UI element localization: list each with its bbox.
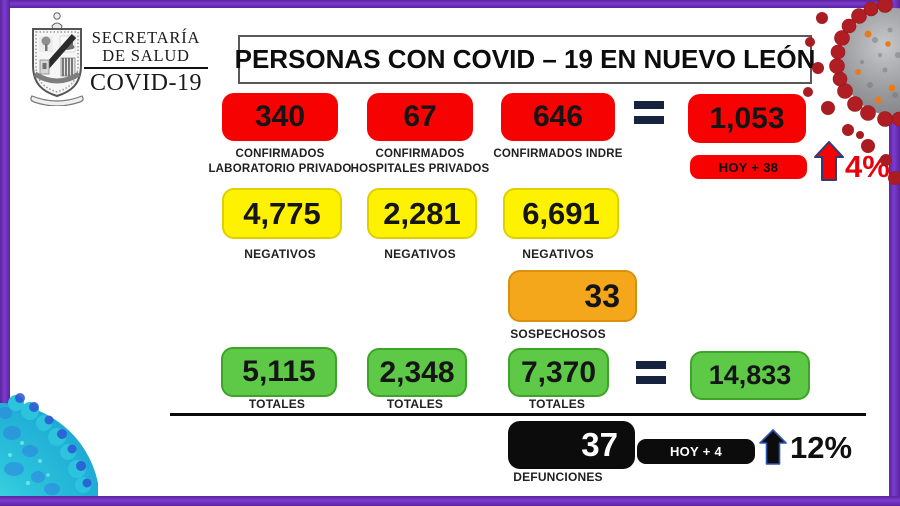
totales-hospitales-value: 2,348 — [367, 348, 467, 397]
coronavirus-image — [803, 0, 900, 185]
confirmados-hospitales-label: CONFIRMADOS HOSPITALES PRIVADOS — [350, 148, 490, 175]
negativos-label-3: NEGATIVOS — [522, 247, 594, 261]
negativos-label-2: NEGATIVOS — [384, 247, 456, 261]
confirmados-indre-label: CONFIRMADOS INDRE — [493, 148, 623, 160]
totales-total-value: 14,833 — [690, 351, 810, 400]
defunciones-label: DEFUNCIONES — [513, 470, 603, 484]
health-ministry-wordmark: SECRETARÍA DE SALUD COVID-19 — [84, 28, 208, 97]
confirmados-hospitales-value: 67 — [367, 93, 473, 141]
defunciones-today-pill: HOY + 4 — [637, 439, 755, 464]
up-arrow-red-icon — [814, 141, 844, 181]
horizontal-rule — [170, 413, 866, 416]
nuevo-leon-coat-of-arms — [30, 12, 84, 106]
logo-divider — [84, 66, 208, 70]
negativos-indre-value: 6,691 — [503, 188, 619, 239]
totales-indre-value: 7,370 — [508, 348, 609, 397]
totales-label-1: TOTALES — [248, 397, 306, 411]
up-arrow-black-icon — [759, 429, 787, 465]
confirmados-lab-privado-label: CONFIRMADOS LABORATORIO PRIVADO — [208, 148, 352, 175]
secretaria-text: SECRETARÍA — [91, 28, 201, 47]
sospechosos-value: 33 — [508, 270, 637, 322]
negativos-lab-privado-value: 4,775 — [222, 188, 342, 239]
equals-icon — [634, 101, 664, 124]
page-title: PERSONAS CON COVID – 19 EN NUEVO LEÓN — [234, 44, 816, 74]
sospechosos-label: SOSPECHOSOS — [510, 327, 606, 341]
confirmados-lab-privado-value: 340 — [222, 93, 338, 141]
confirmados-indre-value: 646 — [501, 93, 615, 141]
confirmados-percent: 4% — [845, 149, 890, 184]
de-salud-text: DE SALUD — [102, 45, 190, 65]
totales-label-3: TOTALES — [528, 397, 586, 411]
negativos-hospitales-value: 2,281 — [367, 188, 477, 239]
frame-left — [0, 0, 10, 506]
defunciones-value: 37 — [508, 421, 635, 469]
totales-lab-privado-value: 5,115 — [221, 347, 337, 397]
confirmados-total-value: 1,053 — [688, 94, 806, 143]
frame-top — [0, 0, 900, 8]
frame-right — [889, 0, 900, 506]
negativos-label-1: NEGATIVOS — [244, 247, 316, 261]
blue-virus-image — [0, 393, 98, 496]
confirmados-today-pill: HOY + 38 — [690, 155, 807, 179]
defunciones-percent: 12% — [790, 430, 853, 465]
totales-label-2: TOTALES — [386, 397, 444, 411]
frame-bottom — [0, 496, 900, 506]
covid19-text: COVID-19 — [90, 70, 202, 97]
title-box: PERSONAS CON COVID – 19 EN NUEVO LEÓN — [235, 35, 815, 84]
equals-icon-2 — [636, 361, 666, 384]
